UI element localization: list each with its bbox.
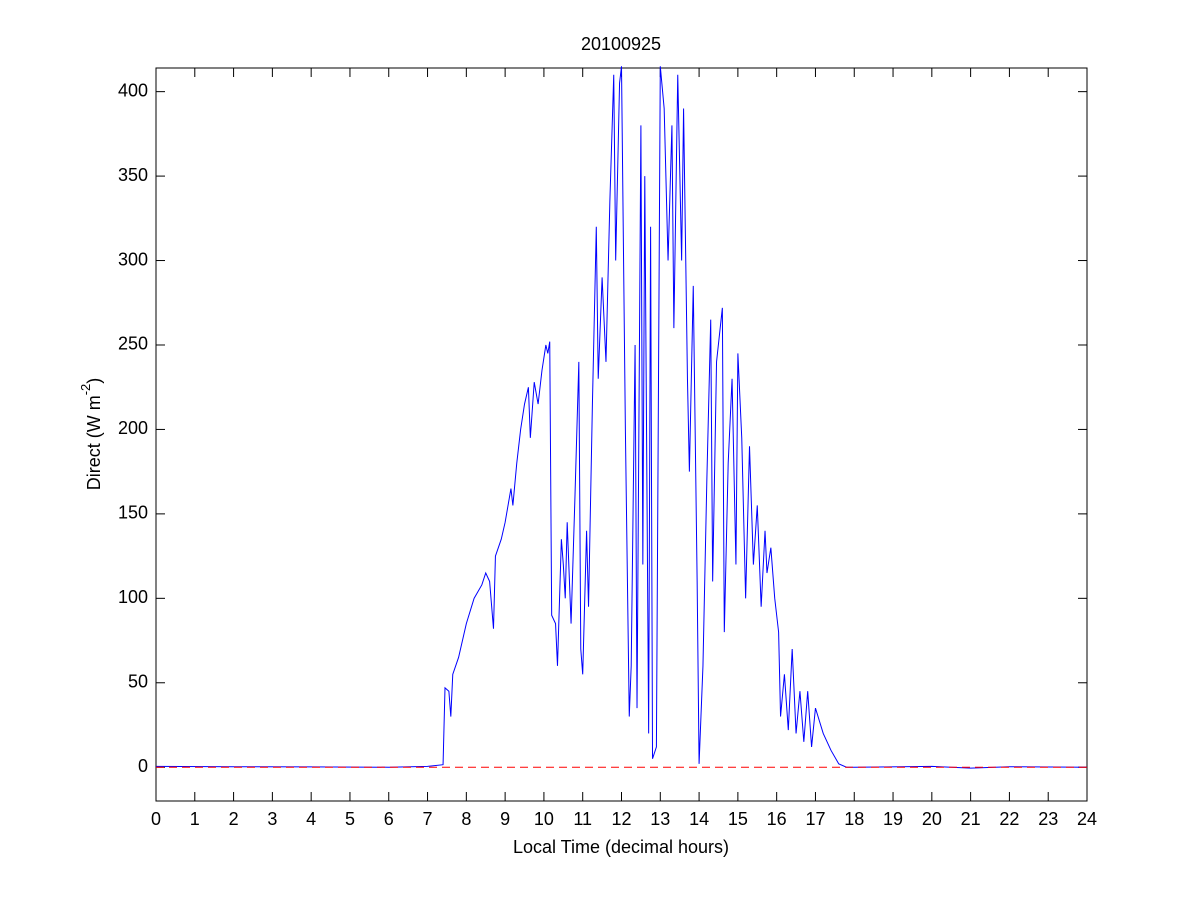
x-tick-label: 15 — [728, 809, 748, 829]
x-tick-label: 7 — [423, 809, 433, 829]
y-tick-label: 0 — [138, 756, 148, 776]
x-tick-label: 16 — [767, 809, 787, 829]
x-tick-label: 24 — [1077, 809, 1097, 829]
x-tick-label: 21 — [961, 809, 981, 829]
x-tick-label: 3 — [267, 809, 277, 829]
x-tick-label: 6 — [384, 809, 394, 829]
y-tick-label: 250 — [118, 334, 148, 354]
x-tick-label: 23 — [1038, 809, 1058, 829]
x-tick-label: 1 — [190, 809, 200, 829]
y-tick-label: 100 — [118, 587, 148, 607]
y-label-part: Direct (W m — [84, 395, 104, 490]
x-tick-label: 18 — [844, 809, 864, 829]
x-tick-label: 14 — [689, 809, 709, 829]
chart-title: 20100925 — [581, 34, 661, 54]
y-label-superscript: -2 — [78, 384, 93, 396]
x-tick-label: 8 — [461, 809, 471, 829]
x-tick-label: 9 — [500, 809, 510, 829]
y-tick-label: 200 — [118, 418, 148, 438]
y-axis-label: Direct (W m-2) — [78, 378, 103, 491]
data-line — [155, 66, 1088, 769]
x-tick-label: 12 — [611, 809, 631, 829]
plot-area — [155, 67, 1088, 802]
x-tick-label: 22 — [999, 809, 1019, 829]
x-tick-label: 10 — [534, 809, 554, 829]
x-tick-label: 17 — [805, 809, 825, 829]
x-tick-label: 4 — [306, 809, 316, 829]
x-tick-label: 0 — [151, 809, 161, 829]
x-tick-label: 11 — [573, 809, 592, 829]
x-tick-label: 13 — [650, 809, 670, 829]
y-tick-label: 400 — [118, 80, 148, 100]
x-axis-label: Local Time (decimal hours) — [513, 837, 729, 857]
y-tick-label: 50 — [128, 672, 148, 692]
x-tick-label: 19 — [883, 809, 903, 829]
y-tick-label: 300 — [118, 249, 148, 269]
x-tick-label: 2 — [229, 809, 239, 829]
x-tick-label: 5 — [345, 809, 355, 829]
y-tick-label: 150 — [118, 503, 148, 523]
y-label-part: ) — [84, 378, 104, 384]
x-tick-label: 20 — [922, 809, 942, 829]
y-tick-label: 350 — [118, 165, 148, 185]
